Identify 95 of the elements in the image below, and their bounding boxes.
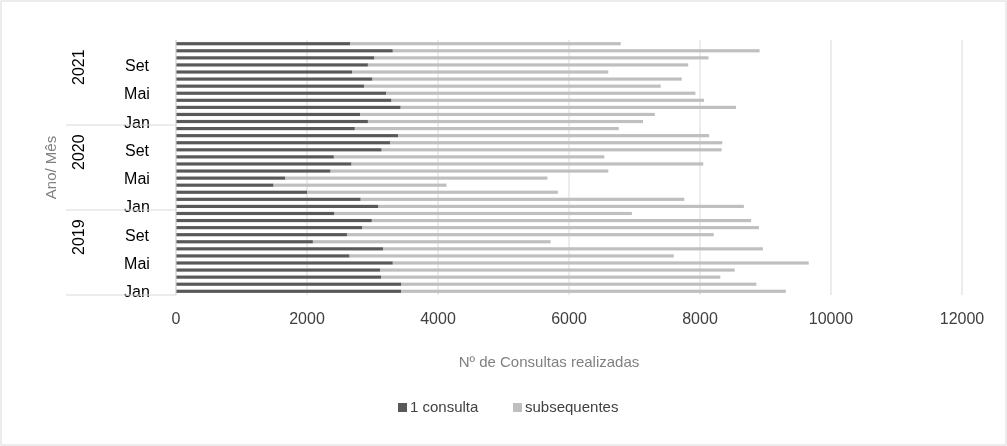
y-tick-label: Mai bbox=[124, 85, 150, 103]
bar bbox=[176, 42, 351, 46]
x-tick-label: 4000 bbox=[420, 310, 456, 327]
legend-label: subsequentes bbox=[525, 398, 619, 415]
bar bbox=[371, 218, 752, 223]
bar bbox=[392, 49, 760, 53]
bar bbox=[176, 98, 392, 102]
bar bbox=[176, 77, 373, 81]
bar bbox=[386, 91, 696, 95]
bar bbox=[382, 247, 763, 251]
bar bbox=[381, 275, 721, 279]
bar bbox=[401, 282, 757, 286]
bar bbox=[176, 282, 402, 286]
text: 2021 bbox=[70, 49, 87, 85]
bar bbox=[354, 127, 619, 131]
bar bbox=[380, 268, 735, 272]
bar bbox=[176, 211, 335, 216]
bar bbox=[346, 233, 714, 237]
x-tick-label: 10000 bbox=[808, 310, 854, 327]
bar bbox=[400, 105, 737, 109]
bar bbox=[334, 211, 632, 216]
bar bbox=[176, 56, 375, 60]
bar bbox=[391, 98, 704, 102]
bar bbox=[176, 204, 379, 208]
bar bbox=[176, 119, 368, 124]
y-tick-label: Jan bbox=[124, 198, 150, 216]
bar bbox=[360, 112, 655, 117]
x-tick-label: 12000 bbox=[939, 310, 985, 327]
bar bbox=[176, 169, 331, 173]
bar bbox=[176, 261, 393, 265]
x-tick-label: 2000 bbox=[289, 310, 325, 327]
bar bbox=[360, 197, 685, 201]
bar bbox=[176, 218, 372, 223]
y-tick-label: Set bbox=[124, 226, 150, 244]
bar bbox=[351, 162, 704, 166]
bar bbox=[176, 226, 363, 230]
bar bbox=[374, 56, 709, 60]
bar bbox=[285, 176, 548, 180]
bar bbox=[350, 42, 621, 46]
bar bbox=[176, 176, 286, 180]
bar bbox=[176, 254, 350, 258]
y-tick-label: Set bbox=[124, 56, 150, 74]
bar bbox=[307, 190, 558, 194]
bar bbox=[176, 197, 361, 201]
bar bbox=[176, 70, 353, 74]
bar bbox=[330, 169, 609, 173]
legend-label: 1 consulta bbox=[410, 398, 480, 415]
bar bbox=[176, 155, 334, 159]
bar bbox=[176, 141, 391, 145]
text: 2019 bbox=[70, 219, 87, 255]
bar bbox=[176, 162, 352, 166]
y-tick-label: Mai bbox=[124, 254, 150, 272]
bar bbox=[349, 254, 674, 258]
bar bbox=[176, 233, 347, 237]
bar bbox=[363, 84, 661, 88]
bar bbox=[176, 148, 382, 152]
bar bbox=[352, 70, 609, 74]
bar bbox=[372, 77, 682, 81]
bar bbox=[312, 240, 551, 244]
bar bbox=[362, 226, 759, 230]
bar bbox=[176, 268, 381, 272]
bar bbox=[176, 91, 387, 95]
text: 2020 bbox=[70, 134, 87, 170]
x-tick-label: 0 bbox=[171, 310, 181, 327]
bar bbox=[176, 127, 355, 131]
bar bbox=[381, 148, 722, 152]
y-tick-label: Set bbox=[124, 141, 150, 159]
bar bbox=[176, 105, 401, 109]
bar bbox=[176, 240, 313, 244]
bar bbox=[333, 155, 605, 159]
bar bbox=[392, 261, 809, 265]
bar bbox=[367, 119, 644, 124]
x-tick-label: 8000 bbox=[682, 310, 718, 327]
bar bbox=[390, 141, 723, 145]
x-tick-label: 6000 bbox=[551, 310, 587, 327]
bar bbox=[401, 289, 786, 293]
bar bbox=[398, 134, 710, 138]
y-tick-label: Jan bbox=[124, 283, 150, 301]
y-tick-label: Jan bbox=[124, 113, 150, 131]
bar bbox=[273, 183, 447, 187]
bar bbox=[378, 204, 744, 208]
bar bbox=[176, 247, 383, 251]
bar bbox=[176, 289, 402, 293]
bar bbox=[176, 275, 382, 279]
bar bbox=[176, 183, 274, 187]
bar bbox=[176, 112, 361, 117]
bar bbox=[176, 134, 399, 138]
bar bbox=[367, 63, 689, 67]
bar bbox=[176, 84, 364, 88]
bar bbox=[176, 63, 368, 67]
x-axis-title: Nº de Consultas realizadas bbox=[458, 353, 640, 370]
bar bbox=[176, 49, 393, 53]
bar bbox=[176, 190, 307, 194]
y-axis-title: Ano/ Mês bbox=[42, 135, 59, 200]
y-tick-label: Mai bbox=[124, 170, 150, 188]
